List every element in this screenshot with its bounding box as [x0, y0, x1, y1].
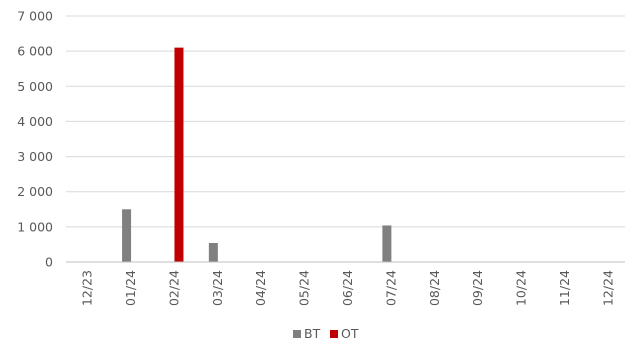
bar-ot-02-24	[174, 47, 184, 262]
x-tick-label: 12/24	[600, 270, 615, 306]
x-axis-tick-labels: 12/23 01/24 02/24 03/24 04/24 05/24 06/24 07/24…	[80, 270, 616, 306]
y-tick-label: 2 000	[17, 184, 53, 199]
x-tick-label: 06/24	[340, 270, 355, 306]
gridlines	[66, 15, 625, 228]
legend-swatch-ot	[330, 330, 338, 338]
legend-label-ot: OT	[341, 326, 359, 341]
bar-bt-03-24	[208, 243, 218, 262]
y-tick-label: 6 000	[17, 44, 53, 59]
legend: BT OT	[293, 326, 359, 341]
legend-swatch-bt	[293, 330, 301, 338]
x-tick-label: 04/24	[253, 270, 268, 306]
x-tick-label: 07/24	[383, 270, 398, 306]
x-tick-label: 12/23	[80, 270, 95, 306]
y-axis-tick-labels: 0 1 000 2 000 3 000 4 000 5 000 6 000 7 000	[17, 9, 53, 270]
x-tick-label: 10/24	[514, 270, 529, 306]
bar-bt-07-24	[382, 225, 392, 262]
y-tick-label: 4 000	[17, 114, 53, 129]
y-tick-label: 7 000	[17, 9, 53, 24]
bar-bt-01-24	[122, 209, 132, 262]
x-tick-label: 11/24	[557, 270, 572, 306]
x-tick-label: 01/24	[123, 270, 138, 306]
y-tick-label: 0	[45, 255, 53, 270]
y-tick-label: 1 000	[17, 219, 53, 234]
y-tick-label: 5 000	[17, 79, 53, 94]
bars	[122, 47, 392, 262]
y-tick-label: 3 000	[17, 149, 53, 164]
x-tick-label: 02/24	[166, 270, 181, 306]
legend-label-bt: BT	[304, 326, 321, 341]
x-tick-label: 03/24	[210, 270, 225, 306]
x-tick-label: 08/24	[427, 270, 442, 306]
x-tick-label: 05/24	[297, 270, 312, 306]
x-tick-label: 09/24	[470, 270, 485, 306]
